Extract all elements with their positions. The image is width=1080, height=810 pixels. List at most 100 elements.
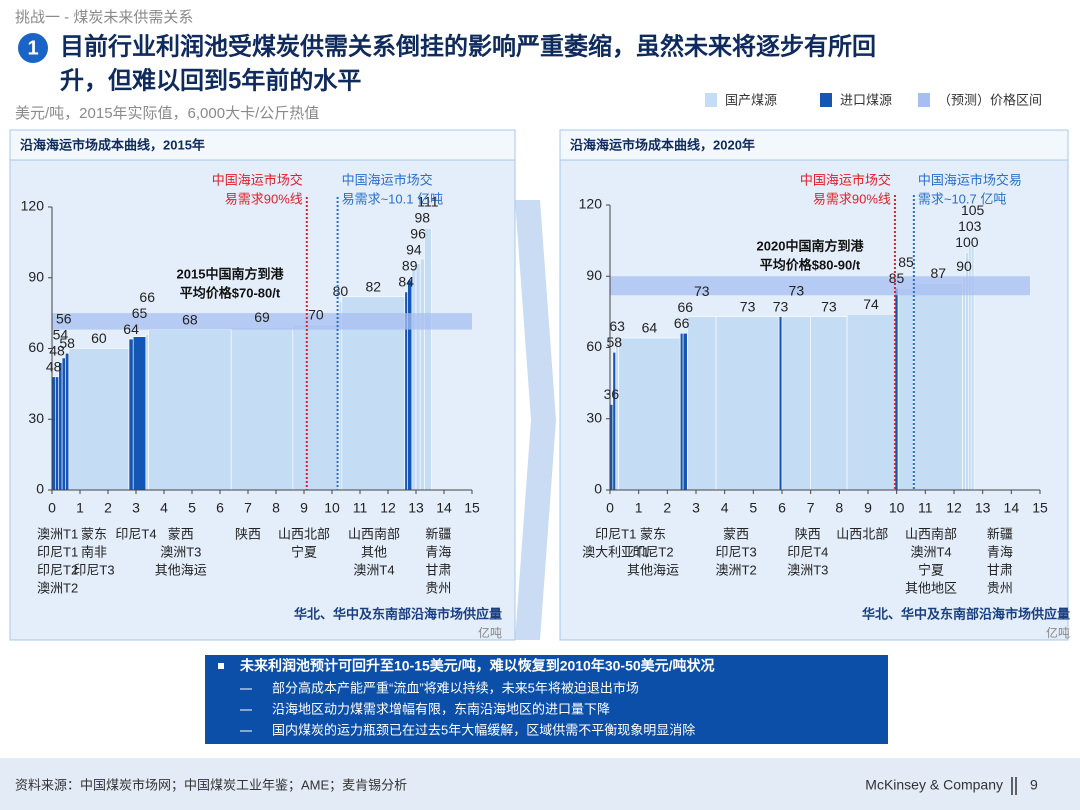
value-label: 58 xyxy=(59,335,75,351)
demand-label: 易需求90%线 xyxy=(813,191,891,206)
demand-label: 中国海运市场交 xyxy=(342,172,433,187)
value-label: 66 xyxy=(677,299,693,315)
panel-title-bar xyxy=(9,129,516,161)
region-label: 澳洲T2 xyxy=(716,562,757,577)
footer-band xyxy=(0,758,1080,810)
region-label: 贵州 xyxy=(987,580,1013,595)
value-label: 73 xyxy=(821,298,837,314)
bar xyxy=(913,283,963,491)
region-label: 青海 xyxy=(425,544,451,559)
number-badge xyxy=(18,33,48,63)
bar xyxy=(615,340,619,491)
bar xyxy=(51,376,56,491)
number: 1 xyxy=(27,37,38,59)
region-label: 青海 xyxy=(987,544,1013,559)
region-label: 澳洲T2 xyxy=(37,580,78,595)
source: 资料来源：中国煤炭市场网；中国煤炭工业年鉴；AME；麦肯锡分析 xyxy=(15,777,407,793)
bar xyxy=(55,376,60,491)
region-label: 蒙西 xyxy=(723,526,749,541)
region-label: 贵州 xyxy=(425,580,451,595)
region-label: 宁夏 xyxy=(291,544,317,559)
x-tick-label: 5 xyxy=(749,500,757,516)
x-tick-label: 12 xyxy=(380,500,396,516)
region-label: 澳洲T4 xyxy=(910,544,951,559)
value-label: 74 xyxy=(863,296,879,312)
bar xyxy=(292,324,340,491)
bar xyxy=(411,268,417,491)
x-tick-label: 4 xyxy=(160,500,168,516)
x-axis-title: 华北、华中及东南部沿海市场供应量 xyxy=(862,606,1070,621)
bar xyxy=(132,336,147,491)
x-axis-unit: 亿吨 xyxy=(478,625,502,640)
arrow xyxy=(515,200,556,640)
x-tick-label: 0 xyxy=(48,500,56,516)
x-tick-label: 7 xyxy=(244,500,252,516)
summary-box xyxy=(205,655,888,744)
bullet xyxy=(218,663,224,669)
bar xyxy=(682,332,688,491)
x-tick-label: 15 xyxy=(464,500,480,516)
x-tick-label: 8 xyxy=(272,500,280,516)
value-label: 73 xyxy=(789,282,805,298)
x-tick-label: 14 xyxy=(1004,500,1020,516)
y-tick-label: 60 xyxy=(586,338,602,354)
breadcrumb: 挑战一 - 煤炭未来供需关系 xyxy=(15,9,193,26)
value-label: 73 xyxy=(694,283,710,299)
x-tick-label: 13 xyxy=(975,500,991,516)
price-note: 2020中国南方到港 xyxy=(757,238,865,253)
bar xyxy=(687,316,717,491)
region-label: 山西南部 xyxy=(905,526,957,541)
value-label: 80 xyxy=(333,283,349,299)
region-label: 澳洲T3 xyxy=(160,544,201,559)
region-label: 新疆 xyxy=(425,526,451,541)
x-tick-label: 1 xyxy=(635,500,643,516)
value-label: 70 xyxy=(308,307,324,323)
region-label: 蒙东 xyxy=(81,526,107,541)
bar xyxy=(618,337,681,491)
bar xyxy=(612,351,617,491)
value-label: 84 xyxy=(398,274,414,290)
bar xyxy=(424,227,432,491)
panel-title: 沿海海运市场成本曲线，2020年 xyxy=(570,137,755,152)
bar xyxy=(715,316,780,491)
y-tick-label: 90 xyxy=(586,267,602,283)
value-label: 89 xyxy=(402,258,418,274)
demand-label: 需求~10.7 亿吨 xyxy=(918,191,1007,206)
region-label: 宁夏 xyxy=(918,562,944,577)
region-label: 印尼T1 xyxy=(595,526,636,541)
bar xyxy=(128,338,134,491)
x-tick-label: 3 xyxy=(132,500,140,516)
region-label: 新疆 xyxy=(987,526,1013,541)
value-label: 94 xyxy=(406,242,422,258)
region-label: 印尼T1 xyxy=(37,544,78,559)
value-label: 48 xyxy=(49,343,65,359)
bar xyxy=(58,362,63,491)
x-tick-label: 5 xyxy=(188,500,196,516)
region-label: 澳洲T4 xyxy=(353,562,394,577)
region-label: 澳大利亚T1 xyxy=(582,544,649,559)
value-label: 87 xyxy=(930,265,946,281)
value-label: 69 xyxy=(254,309,270,325)
value-label: 66 xyxy=(674,315,690,331)
value-label: 85 xyxy=(889,270,905,286)
value-label: 82 xyxy=(366,278,382,294)
bar xyxy=(679,332,684,491)
value-label: 85 xyxy=(898,254,914,270)
x-tick-label: 1 xyxy=(76,500,84,516)
value-label: 90 xyxy=(956,258,972,274)
summary-point: 沿海地区动力煤需求增幅有限，东南沿海地区的进口量下降 xyxy=(272,701,610,716)
bar xyxy=(897,287,915,491)
value-label: 98 xyxy=(415,210,431,226)
value-label: 63 xyxy=(609,318,625,334)
x-tick-label: 0 xyxy=(606,500,614,516)
x-tick-label: 7 xyxy=(807,500,815,516)
region-label: 山西北部 xyxy=(836,526,888,541)
y-tick-label: 0 xyxy=(594,481,602,497)
value-label: 66 xyxy=(139,289,155,305)
value-label: 100 xyxy=(955,234,979,250)
price-band xyxy=(610,276,1030,296)
bar xyxy=(778,316,783,491)
x-tick-label: 11 xyxy=(353,500,368,516)
price-note: 平均价格$70-80/t xyxy=(180,285,281,300)
